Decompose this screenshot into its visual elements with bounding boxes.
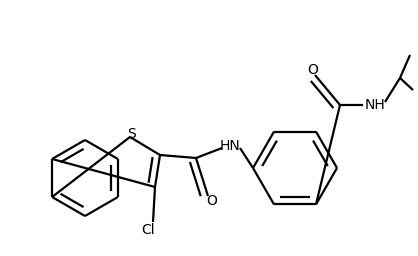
Text: S: S [127, 127, 135, 141]
Text: NH: NH [364, 98, 385, 112]
Text: O: O [206, 194, 217, 208]
Text: HN: HN [219, 139, 240, 153]
Text: Cl: Cl [141, 223, 155, 237]
Text: O: O [308, 63, 319, 77]
